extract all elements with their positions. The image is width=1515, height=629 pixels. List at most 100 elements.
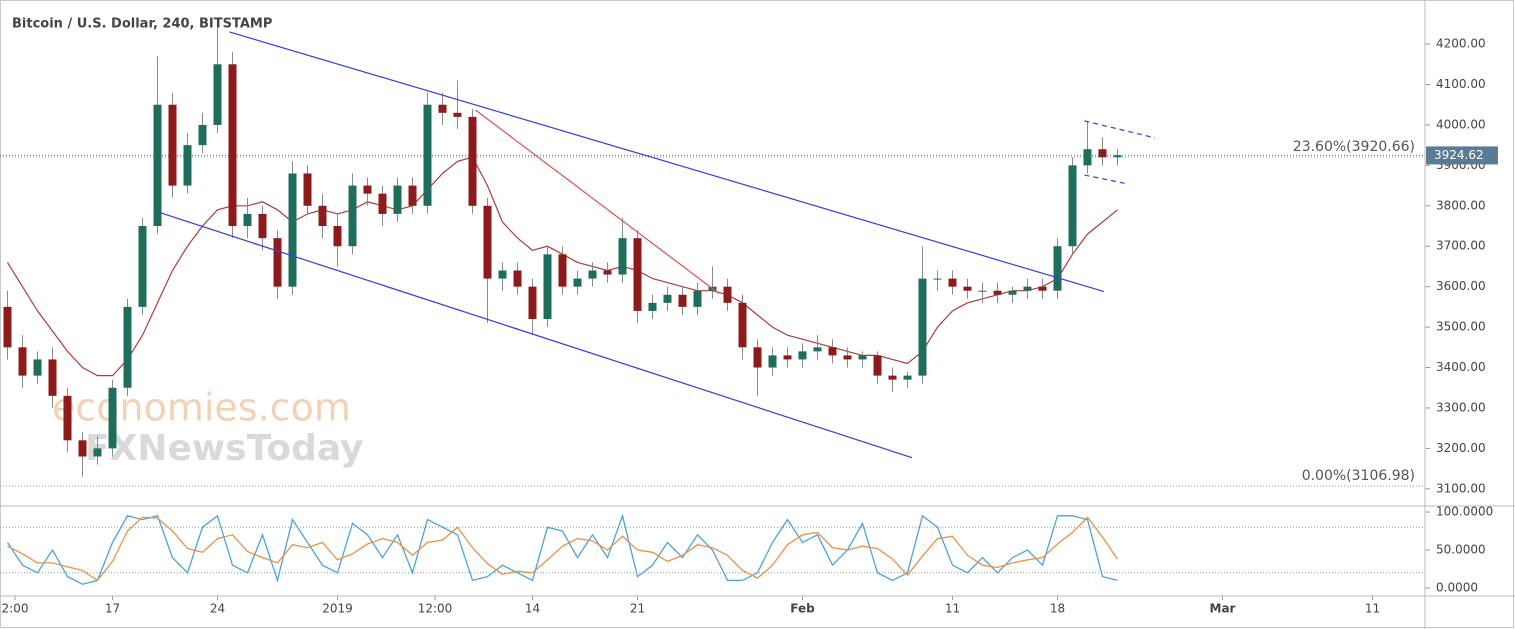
candle-body [168,104,177,186]
y-tick-label: 3100.00 [1436,481,1486,495]
candle-body [18,347,27,376]
x-tick-label: 24 [210,602,225,616]
candle-body [603,270,612,275]
candle-body [318,205,327,227]
candle-body [663,294,672,303]
trendline [157,211,913,459]
trendline [1084,174,1129,185]
candle-body [183,145,192,186]
candle-body [438,104,447,113]
candle-body [903,375,912,380]
candle-body [993,290,1002,295]
candle-body [738,302,747,348]
candle-body [633,238,642,311]
candle-body [768,355,777,368]
candle-body [753,347,762,368]
candle-body [888,375,897,380]
x-tick-label: 18 [1050,602,1065,616]
fib-label: 23.60%(3920.66) [1293,139,1415,155]
candle-body [333,226,342,247]
last-price-label: 3924.62 [1434,148,1484,162]
y-tick-label: 4100.00 [1436,77,1486,91]
candle-body [78,440,87,457]
candle-body [693,290,702,307]
y-tick-label: 100.0000 [1436,505,1493,519]
x-tick-label: 21 [630,602,645,616]
candle-body [33,359,42,376]
candle-body [123,306,132,388]
x-tick-label: Mar [1210,602,1236,616]
candle-body [648,302,657,311]
candle-body [63,395,72,441]
candle-body [138,226,147,307]
candle-body [813,347,822,352]
candle-body [1023,286,1032,291]
candle-body [1068,165,1077,247]
x-tick-label: 11 [945,602,960,616]
candle-body [108,387,117,449]
fib-label: 0.00%(3106.98) [1302,468,1415,484]
trendline [475,109,719,294]
trendline [229,31,1105,293]
candle-body [1053,246,1062,291]
y-tick-label: 3500.00 [1436,320,1486,334]
candle-body [783,355,792,360]
y-tick-label: 3400.00 [1436,360,1486,374]
candle-body [3,306,12,348]
candle-body [423,104,432,206]
y-tick-label: 0.0000 [1436,581,1478,595]
y-tick-label: 3700.00 [1436,239,1486,253]
candle-body [918,278,927,376]
stochastic-line [7,516,1119,582]
candle-body [798,351,807,360]
candle-body [573,278,582,287]
candle-body [273,238,282,287]
candle-body [558,254,567,287]
y-tick-label: 3600.00 [1436,279,1486,293]
x-tick-label: 14 [525,602,540,616]
y-tick-label: 4200.00 [1436,37,1486,51]
candle-body [858,355,867,360]
candle-body [228,64,237,227]
candle-body [198,124,207,146]
y-tick-label: 50.0000 [1436,543,1486,557]
candle-body [288,173,297,287]
candle-body [588,270,597,279]
chart-title: Bitcoin / U.S. Dollar, 240, BITSTAMP [12,17,272,32]
y-tick-label: 3300.00 [1436,400,1486,414]
x-tick-label: Feb [790,602,815,616]
candle-body [153,104,162,227]
candle-body [453,112,462,117]
candle-body [723,286,732,303]
candle-body [618,238,627,275]
candle-body [528,286,537,320]
candle-body [1083,149,1092,166]
candle-body [483,205,492,279]
y-tick-label: 3200.00 [1436,441,1486,455]
candle-body [978,290,987,292]
candle-body [258,213,267,239]
watermark: economies.com [52,386,351,430]
x-tick-label: 11 [1365,602,1380,616]
y-tick-label: 3800.00 [1436,198,1486,212]
candle-body [678,294,687,307]
trendline [1084,120,1156,139]
candle-body [213,64,222,125]
candle-body [468,116,477,206]
candle-body [378,193,387,214]
candle-body [933,278,942,280]
candle-body [1113,155,1122,158]
candle-body [873,355,882,376]
candle-body [948,278,957,287]
y-tick-label: 4000.00 [1436,117,1486,131]
candle-body [843,355,852,360]
candle-body [963,286,972,291]
candle-body [543,254,552,320]
candle-body [408,185,417,206]
x-tick-label: 17 [105,602,120,616]
stochastic-line [6,513,1118,585]
candle-body [243,213,252,227]
candle-body [363,185,372,194]
candle-body [1008,290,1017,295]
